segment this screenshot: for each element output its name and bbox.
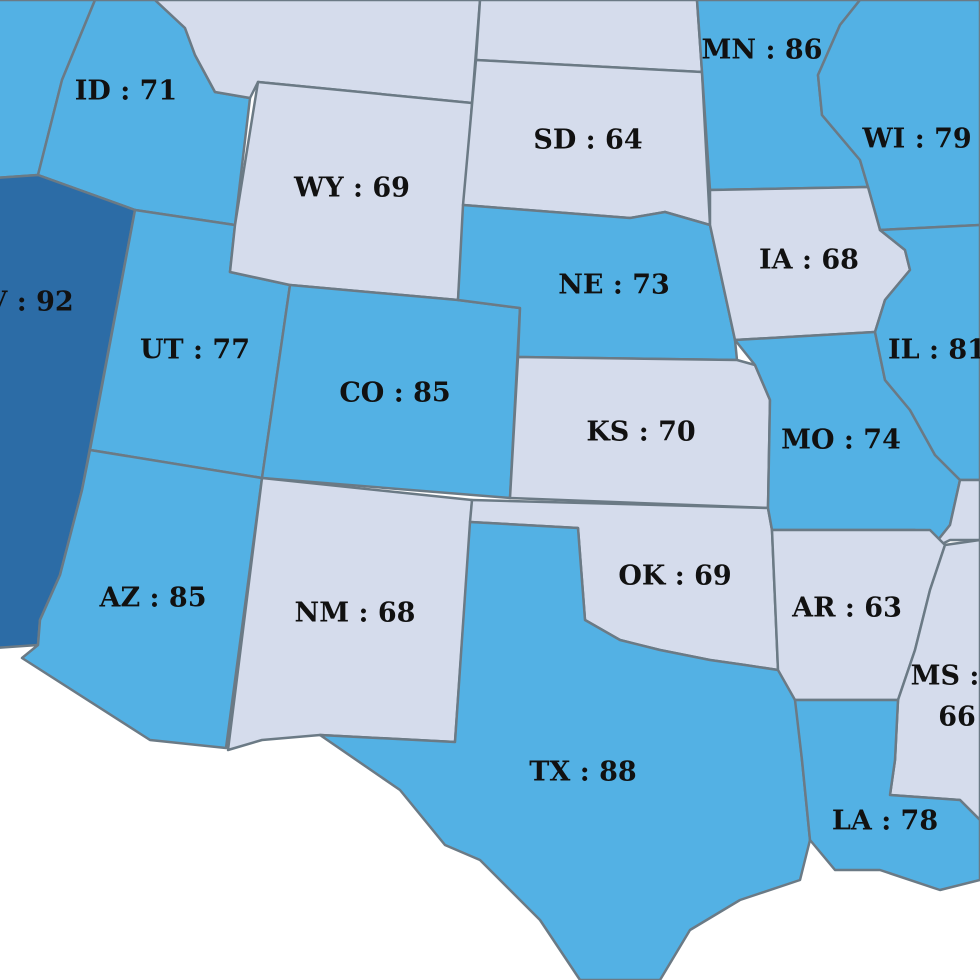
state-label-ok: OK : 69 [618, 561, 731, 592]
state-label-ut: UT : 77 [140, 335, 250, 366]
state-label-nm: NM : 68 [295, 598, 416, 629]
state-shape-la[interactable] [793, 698, 980, 892]
state-label-tx: TX : 88 [529, 757, 636, 788]
state-shape-ne[interactable] [456, 203, 739, 362]
state-label-az: AZ : 85 [99, 583, 207, 614]
state-shape-il[interactable] [873, 223, 980, 482]
state-label-co: CO : 85 [339, 378, 450, 409]
state-label-wi: WI : 79 [861, 124, 971, 155]
state-label-nv: V : 92 [0, 287, 74, 318]
state-shape-tn-edge [928, 478, 980, 552]
state-label-il: IL : 81 [888, 335, 980, 366]
state-label-ia: IA : 68 [759, 245, 859, 276]
state-label-sd: SD : 64 [533, 125, 642, 156]
state-shape-tx[interactable] [318, 520, 812, 980]
state-label-ar: AR : 63 [791, 593, 902, 624]
state-label-mn: MN : 86 [702, 35, 823, 66]
state-shape-wi[interactable] [816, 0, 980, 232]
state-label-id: ID : 71 [75, 76, 177, 107]
state-label-la: LA : 78 [832, 806, 938, 837]
state-label-ne: NE : 73 [558, 270, 670, 301]
state-label-wy: WY : 69 [293, 173, 410, 204]
state-label-ms-line1: MS : [911, 661, 980, 692]
state-label-ks: KS : 70 [586, 417, 695, 448]
state-label-ms-line2: 66 [938, 702, 976, 733]
state-label-mo: MO : 74 [781, 425, 901, 456]
